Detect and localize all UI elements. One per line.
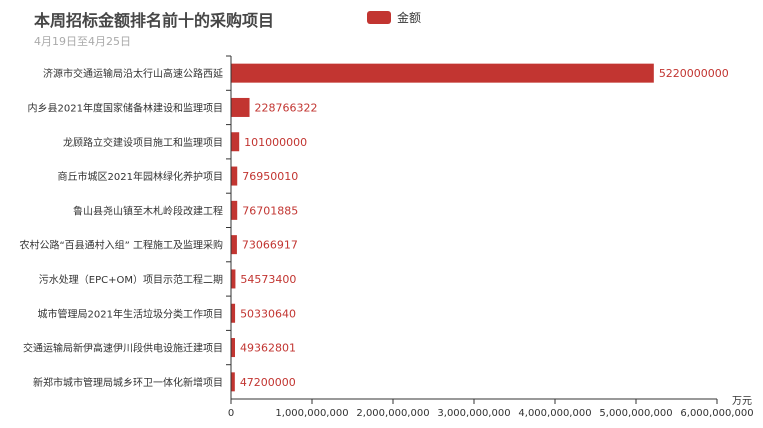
category-label: 新郑市城市管理局城乡环卫一体化新增项目 [33, 376, 223, 389]
bar-value-label: 50330640 [240, 307, 296, 320]
x-tick-label: 4,000,000,000 [518, 408, 591, 419]
category-label: 农村公路“百县通村入组” 工程施工及监理采购 [19, 239, 223, 252]
bar-value-label: 5220000000 [659, 67, 729, 80]
x-tick-label: 5,000,000,000 [599, 408, 672, 419]
x-tick-label: 0 [228, 408, 234, 419]
x-tick-label: 3,000,000,000 [437, 408, 510, 419]
bar-value-label: 49362801 [240, 342, 296, 355]
chart-title: 本周招标金额排名前十的采购项目 [34, 11, 275, 30]
category-label: 济源市交通运输局沿太行山高速公路西延 [43, 67, 223, 80]
category-label: 商丘市城区2021年园林绿化养护项目 [58, 170, 223, 183]
bar-value-label: 47200000 [240, 376, 296, 389]
category-label: 交通运输局新伊高速伊川段供电设施迁建项目 [23, 342, 223, 355]
category-label: 内乡县2021年度国家储备林建设和监理项目 [28, 101, 223, 114]
bar[interactable] [231, 372, 235, 392]
axes-group: 济源市交通运输局沿太行山高速公路西延内乡县2021年度国家储备林建设和监理项目龙… [19, 55, 754, 419]
bar-value-label: 73066917 [242, 239, 298, 252]
category-label: 鲁山县尧山镇至木札岭段改建工程 [73, 204, 223, 217]
bar[interactable] [231, 269, 236, 289]
bar[interactable] [231, 303, 236, 323]
bar[interactable] [231, 235, 237, 255]
category-label: 污水处理（EPC+OM）项目示范工程二期 [39, 273, 223, 286]
bar[interactable] [231, 338, 235, 358]
bar-value-label: 76950010 [242, 170, 298, 183]
legend-label: 金额 [397, 11, 422, 25]
category-label: 城市管理局2021年生活垃圾分类工作项目 [38, 307, 223, 320]
chart-subtitle: 4月19日至4月25日 [34, 35, 131, 48]
x-tick-label: 2,000,000,000 [356, 408, 429, 419]
x-axis-title: 万元 [732, 396, 752, 407]
bar-value-label: 76701885 [242, 204, 298, 217]
bar[interactable] [231, 132, 240, 152]
legend-swatch [367, 11, 391, 24]
bar[interactable] [231, 166, 238, 186]
bar[interactable] [231, 63, 654, 83]
category-label: 龙顾路立交建设项目施工和监理项目 [63, 136, 223, 149]
bar-value-label: 101000000 [244, 136, 307, 149]
x-tick-label: 6,000,000,000 [680, 408, 753, 419]
bar[interactable] [231, 200, 238, 220]
bars-group: 5220000000 228766322 101000000 76950010 7670… [231, 63, 729, 392]
bar-value-label: 228766322 [255, 101, 318, 114]
bar-value-label: 54573400 [240, 273, 296, 286]
legend[interactable]: 金额 [367, 9, 421, 26]
bar[interactable] [231, 97, 250, 117]
x-tick-label: 1,000,000,000 [275, 408, 348, 419]
